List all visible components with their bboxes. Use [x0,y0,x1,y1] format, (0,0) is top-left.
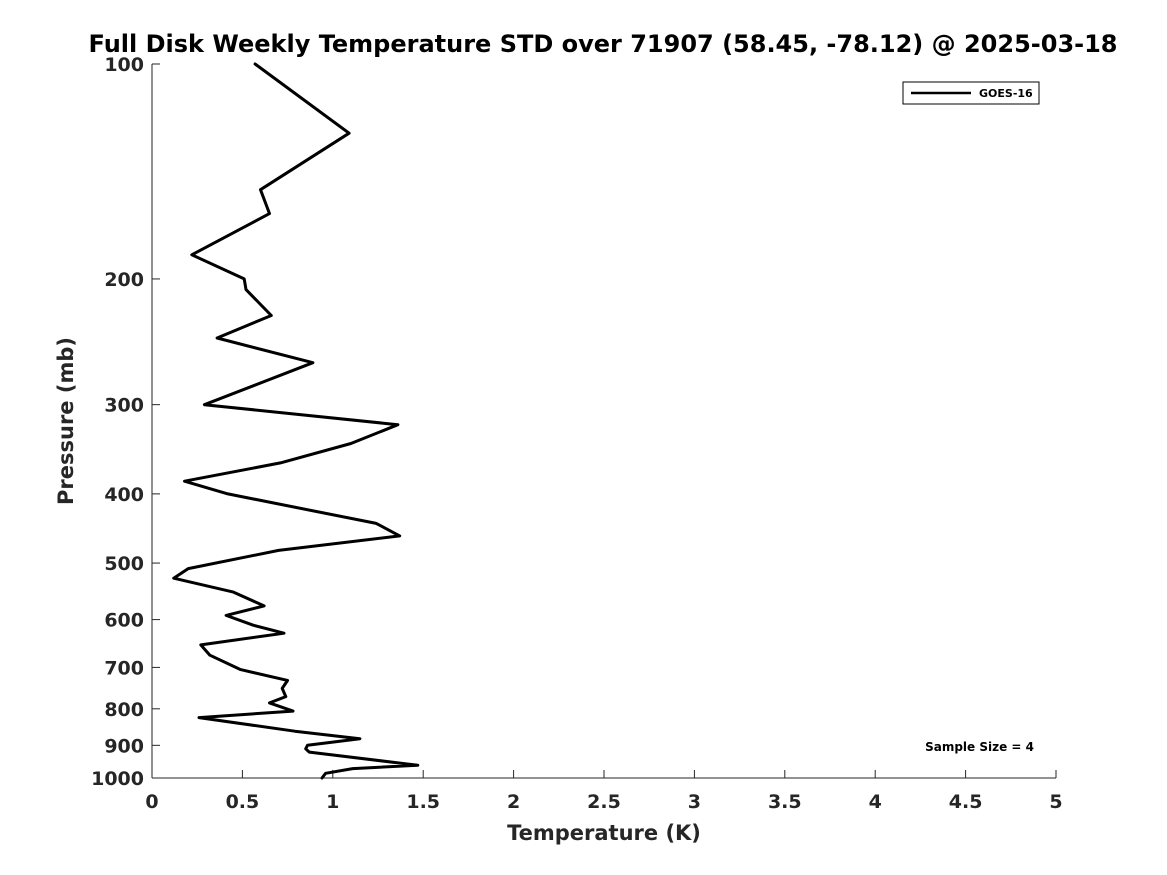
y-tick-label: 600 [104,610,144,632]
x-tick-label: 1 [326,791,339,813]
y-axis-ticks: 100 200 300 400 500 600 700 800 900 1000 [91,54,160,790]
x-tick-label: 3 [688,791,701,813]
series-group [172,62,420,780]
chart-title: Full Disk Weekly Temperature STD over 71… [89,30,1118,58]
legend-label-goes-16: GOES-16 [979,87,1033,100]
x-tick-label: 0.5 [226,791,260,813]
x-axis-label: Temperature (K) [507,821,701,845]
x-tick-label: 3.5 [768,791,802,813]
x-tick-label: 2 [507,791,520,813]
x-tick-label: 2.5 [587,791,621,813]
x-tick-label: 4.5 [949,791,983,813]
x-tick-label: 0 [145,791,158,813]
y-tick-label: 900 [104,735,144,757]
y-axis-label: Pressure (mb) [54,337,78,505]
x-axis-ticks: 0 0.5 1 1.5 2 2.5 3 3.5 4 4.5 5 [145,770,1063,813]
y-tick-label: 500 [104,553,144,575]
y-tick-label: 200 [104,269,144,291]
y-tick-label: 1000 [91,768,144,790]
x-tick-label: 1.5 [406,791,440,813]
y-tick-label: 300 [104,395,144,417]
y-tick-label: 700 [104,657,144,679]
plot-area [152,64,1056,778]
y-tick-label: 100 [104,54,144,76]
y-tick-label: 800 [104,699,144,721]
x-tick-label: 5 [1049,791,1062,813]
series-line-goes-16 [172,62,420,780]
x-tick-label: 4 [869,791,882,813]
legend: GOES-16 [902,81,1040,105]
y-tick-label: 400 [104,484,144,506]
sample-size-annotation: Sample Size = 4 [925,740,1034,754]
